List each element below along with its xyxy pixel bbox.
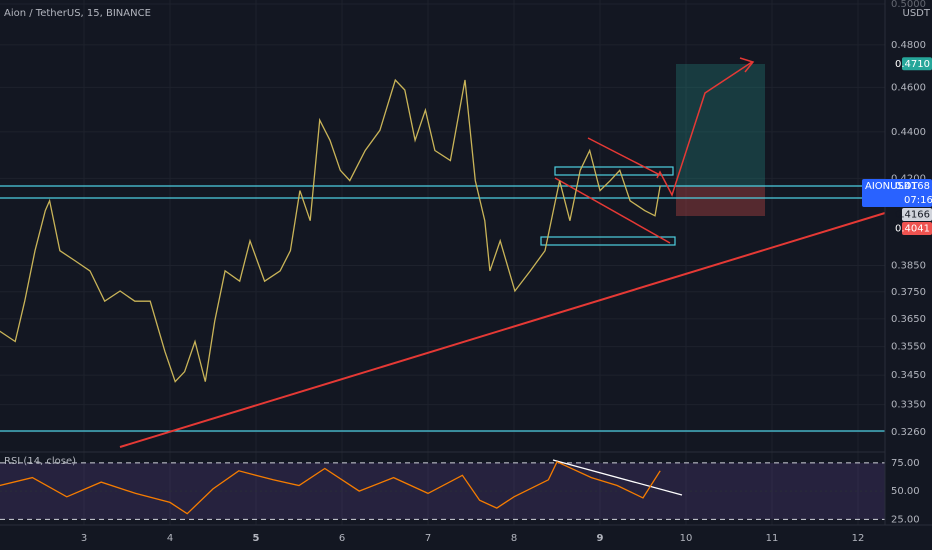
time-tick-label: 10	[680, 533, 693, 544]
price-tick-label: 0.5000	[891, 0, 926, 10]
rsi-line	[0, 460, 661, 515]
channel-line[interactable]	[554, 177, 671, 244]
stop-zone[interactable]	[676, 186, 765, 216]
price-tick-label: 0.3750	[891, 287, 926, 298]
channel-line[interactable]	[587, 137, 661, 176]
price-tick-label: 0.4800	[891, 40, 926, 51]
time-tick-label: 5	[253, 533, 260, 544]
price-tag-symbol: AIONUSDT	[865, 181, 919, 192]
time-tick-label: 7	[425, 533, 431, 544]
rsi-trend-line[interactable]	[552, 459, 683, 496]
price-tick-label: 25.00	[891, 514, 920, 525]
grid	[0, 0, 885, 525]
rsi-title: RSI (14, close)	[4, 456, 76, 467]
price-tag	[902, 208, 932, 222]
price-tag	[902, 57, 932, 71]
time-tick-label: 4	[167, 533, 173, 544]
price-tick-label: 75.00	[891, 458, 920, 469]
time-tick-label: 3	[81, 533, 87, 544]
range-box[interactable]	[540, 236, 676, 246]
price-tag-label: 0.4166	[895, 210, 930, 221]
price-tag	[902, 222, 932, 236]
price-tick-label: 0.3350	[891, 400, 926, 411]
rsi-band	[0, 462, 885, 520]
price-tick-label: 0.3450	[891, 370, 926, 381]
time-tick-label: 8	[511, 533, 517, 544]
range-box[interactable]	[554, 166, 674, 176]
projection-path[interactable]	[656, 61, 753, 197]
time-tick-label: 9	[597, 533, 604, 544]
price-tick-label: 0.3260	[891, 427, 926, 438]
bar-countdown: 07:16	[904, 195, 932, 206]
arrow-head	[739, 57, 755, 73]
plots	[0, 78, 661, 515]
price-tag-label: 0.4168	[895, 181, 930, 192]
price-tick-label: 0.3650	[891, 314, 926, 325]
price-tag-label: 0.4710	[895, 59, 930, 70]
price-tick-label: 0.4200	[891, 173, 926, 184]
price-tick-label: 0.4600	[891, 82, 926, 93]
price-tick-label: 0.3850	[891, 260, 926, 271]
trend-line[interactable]	[119, 212, 886, 448]
price-tick-label: 0.3550	[891, 342, 926, 353]
price-unit: USDT	[903, 8, 931, 19]
labels: Aion / TetherUS, 15, BINANCE RSI (14, cl…	[4, 0, 932, 544]
time-tick-label: 6	[339, 533, 345, 544]
time-tick-label: 11	[766, 533, 779, 544]
target-zone[interactable]	[676, 64, 765, 186]
symbol-title: Aion / TetherUS, 15, BINANCE	[4, 8, 151, 19]
price-tick-label: 0.4400	[891, 127, 926, 138]
price-line	[0, 78, 661, 383]
price-tag	[862, 179, 932, 208]
price-tick-label: 50.00	[891, 486, 920, 497]
price-tag-label: 0.4041	[895, 224, 930, 235]
time-tick-label: 12	[852, 533, 865, 544]
